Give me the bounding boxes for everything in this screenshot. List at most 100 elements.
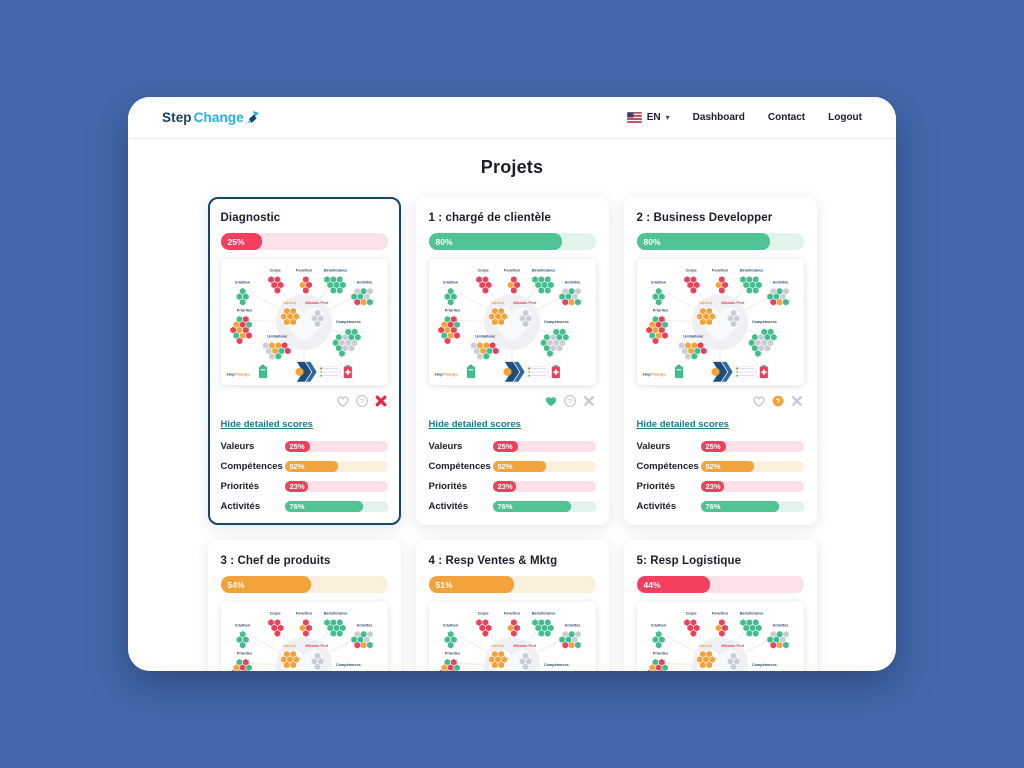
hexmap-cluster-label: Bénéficiaires: [323, 269, 347, 273]
hexagon-profile-map: Valeurs Mission Prof Intuition Corps Fonctio…: [636, 259, 804, 386]
nav-link-contact[interactable]: Contact: [767, 112, 806, 123]
favorite-heart-button[interactable]: [752, 394, 766, 408]
hexmap-label-mission-prof: Mission Prof: [513, 645, 536, 649]
score-bar: 23%: [284, 481, 388, 493]
project-card[interactable]: 2 : Business Developper 80% Valeurs Mission…: [623, 197, 817, 526]
score-bar: 23%: [492, 481, 596, 493]
hexmap-label-mission-prof: Mission Prof: [513, 301, 536, 305]
hexmap-cluster-label: Corps: [685, 269, 696, 273]
hexmap-cluster-label: Compétences: [543, 663, 568, 667]
score-row: Activités 76%: [637, 501, 804, 513]
hexmap-cluster-label: Intuition: [235, 280, 251, 284]
score-value: 23%: [289, 482, 305, 492]
hexmap-cluster-label: Corps: [477, 612, 488, 616]
page-title: Projets: [480, 157, 544, 177]
svg-text:?: ?: [567, 397, 572, 406]
project-card[interactable]: 3 : Chef de produits 54% Valeurs Mission Pr…: [207, 540, 401, 671]
detailed-scores: Valeurs 25% Compétences 52% Priorités 23% Acti…: [220, 441, 388, 513]
project-card[interactable]: Diagnostic 25% Valeurs Mission Prof Intuitio…: [207, 197, 401, 526]
top-navigation-bar: Step Change: [128, 97, 896, 139]
nav-link-logout[interactable]: Logout: [828, 112, 862, 123]
hexmap-label-valeurs: Valeurs: [490, 645, 503, 649]
nav-link-dashboard[interactable]: Dashboard: [692, 112, 745, 123]
hexmap-cluster-label: Fonction: [712, 269, 729, 273]
stepchange-logo[interactable]: Step Change: [162, 110, 259, 125]
match-progress-fill: 51%: [428, 576, 514, 594]
score-fill: 23%: [700, 481, 725, 493]
score-fill: 25%: [492, 441, 519, 453]
project-card[interactable]: 4 : Resp Ventes & Mktg 51% Valeurs Mission …: [415, 540, 609, 671]
match-progress-bar: 44%: [636, 576, 804, 594]
hexmap-label-mission-prof: Mission Prof: [721, 645, 744, 649]
score-label: Priorités: [220, 481, 260, 493]
hide-detailed-scores-link[interactable]: Hide detailed scores: [636, 419, 729, 431]
score-value: 76%: [705, 502, 721, 512]
score-bar: 25%: [284, 441, 388, 453]
hexagon-profile-map: Valeurs Mission Prof Intuition Corps Fonctio…: [428, 602, 596, 671]
maybe-question-button[interactable]: ?: [771, 394, 785, 408]
score-label: Compétences: [428, 461, 491, 473]
hide-detailed-scores-link[interactable]: Hide detailed scores: [220, 419, 313, 431]
score-bar: 23%: [700, 481, 804, 493]
hexmap-cluster-label: Fonction: [296, 269, 313, 273]
score-label: Compétences: [636, 461, 699, 473]
match-progress-value: 44%: [643, 579, 661, 590]
match-progress-bar: 80%: [428, 233, 596, 250]
match-progress-fill: 80%: [428, 233, 563, 250]
score-value: 52%: [289, 462, 305, 472]
hexmap-cluster-label: Fonction: [296, 612, 313, 616]
logo-text-step: Step: [162, 110, 192, 125]
card-action-icons: ?: [221, 393, 388, 408]
score-row: Valeurs 25%: [220, 441, 388, 453]
hide-detailed-scores-link[interactable]: Hide detailed scores: [428, 419, 521, 431]
match-progress-fill: 44%: [636, 576, 710, 594]
hexmap-cluster-label: Corps: [269, 269, 280, 273]
hexmap-cluster-label: Bénéficiaires: [531, 269, 555, 273]
reject-x-button[interactable]: [582, 394, 596, 408]
language-selector[interactable]: EN ▾: [626, 111, 670, 124]
card-action-icons: ?: [637, 393, 804, 408]
project-card-title: 3 : Chef de produits: [220, 555, 331, 568]
hexmap-cluster-label: Compétences: [751, 663, 776, 667]
hexmap-label-mission-prof: Mission Prof: [305, 645, 328, 649]
us-flag-icon: [626, 111, 642, 124]
hexmap-cluster-label: Priorités: [444, 308, 459, 312]
maybe-question-button[interactable]: ?: [563, 394, 577, 408]
score-label: Valeurs: [220, 441, 255, 453]
project-card-title: 1 : chargé de clientèle: [428, 212, 551, 224]
hexmap-label-valeurs: Valeurs: [282, 645, 295, 649]
match-progress-bar: 25%: [220, 233, 388, 250]
hexmap-cluster-label: Intuition: [443, 624, 459, 628]
reject-x-button[interactable]: [374, 394, 388, 408]
score-bar: 25%: [492, 441, 596, 453]
hexmap-mini-logo: stepChange: [226, 371, 250, 376]
hexmap-cluster-label: Activités: [772, 280, 788, 284]
match-progress-fill: 80%: [636, 233, 771, 250]
hexmap-cluster-label: Corps: [269, 612, 280, 616]
score-row: Compétences 52%: [636, 461, 804, 473]
score-fill: 52%: [492, 461, 547, 473]
score-value: 25%: [497, 442, 513, 452]
score-fill: 76%: [284, 501, 363, 513]
hexagon-profile-map: Valeurs Mission Prof Intuition Corps Fonctio…: [220, 602, 388, 671]
match-progress-bar: 51%: [428, 576, 596, 594]
hexmap-label-valeurs: Valeurs: [698, 301, 711, 305]
project-card[interactable]: 1 : chargé de clientèle 80% Valeurs Mission…: [415, 197, 609, 526]
hexmap-cluster-label: Compétences: [335, 320, 360, 324]
score-row: Priorités 23%: [220, 481, 388, 493]
favorite-heart-button[interactable]: [544, 394, 558, 408]
project-card[interactable]: 5: Resp Logistique 44% Valeurs Mission Prof…: [623, 540, 817, 671]
reject-x-button[interactable]: [790, 394, 804, 408]
score-label: Valeurs: [636, 441, 671, 453]
score-value: 52%: [705, 462, 721, 472]
score-bar: 52%: [284, 461, 388, 473]
maybe-question-button[interactable]: ?: [355, 394, 369, 408]
hexmap-cluster-label: Activités: [564, 624, 580, 628]
hexmap-cluster-label: Compétences: [335, 663, 360, 667]
hexmap-cluster-label: Bénéficiaires: [739, 269, 763, 273]
score-row: Compétences 52%: [221, 461, 388, 473]
favorite-heart-button[interactable]: [336, 394, 350, 408]
projects-grid: Diagnostic 25% Valeurs Mission Prof Intuitio…: [207, 197, 817, 671]
score-value: 25%: [705, 442, 721, 452]
